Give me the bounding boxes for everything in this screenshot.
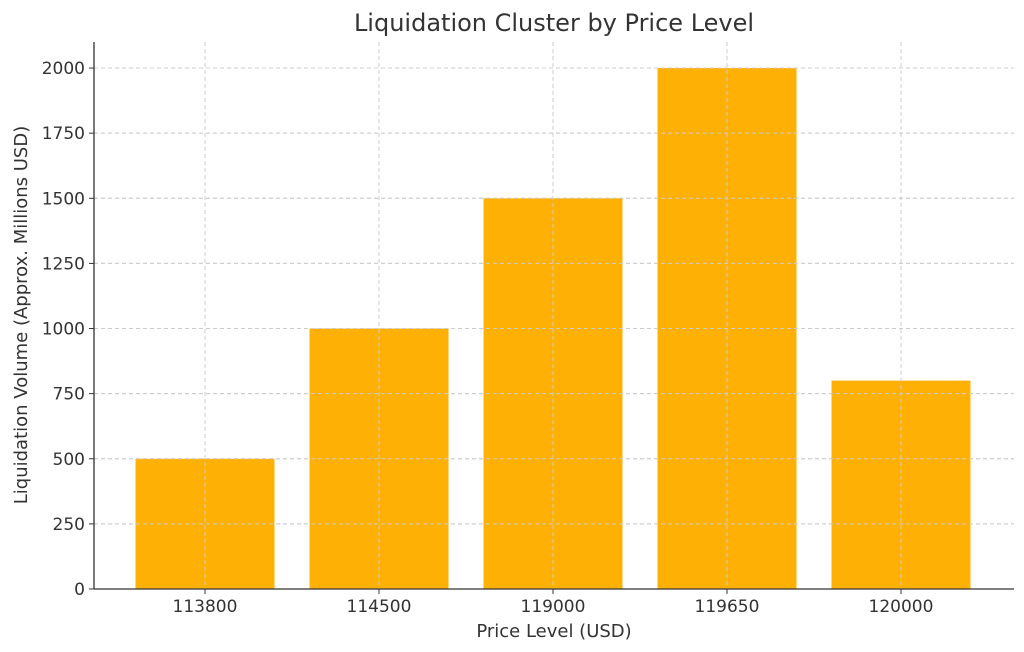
x-tick-label: 120000 [869, 597, 934, 617]
x-tick-label: 119650 [695, 597, 760, 617]
y-tick-label: 1000 [42, 320, 85, 340]
y-tick-label: 2000 [42, 59, 85, 79]
y-tick-label: 1500 [42, 189, 85, 209]
y-tick-label: 250 [53, 515, 85, 535]
y-tick-label: 0 [74, 580, 85, 600]
ticks: 0 250 500 750 1000 1250 1500 1750 2000 113800 1145… [42, 59, 934, 617]
y-tick-label: 500 [53, 450, 85, 470]
chart-title: Liquidation Cluster by Price Level [354, 9, 754, 37]
y-tick-label: 1750 [42, 124, 85, 144]
x-axis-label: Price Level (USD) [476, 621, 631, 642]
y-tick-label: 1250 [42, 254, 85, 274]
x-tick-label: 119000 [521, 597, 586, 617]
x-tick-label: 113800 [173, 597, 238, 617]
y-axis-label: Liquidation Volume (Approx. Millions USD… [11, 126, 32, 504]
y-tick-label: 750 [53, 385, 85, 405]
x-tick-label: 114500 [347, 597, 412, 617]
